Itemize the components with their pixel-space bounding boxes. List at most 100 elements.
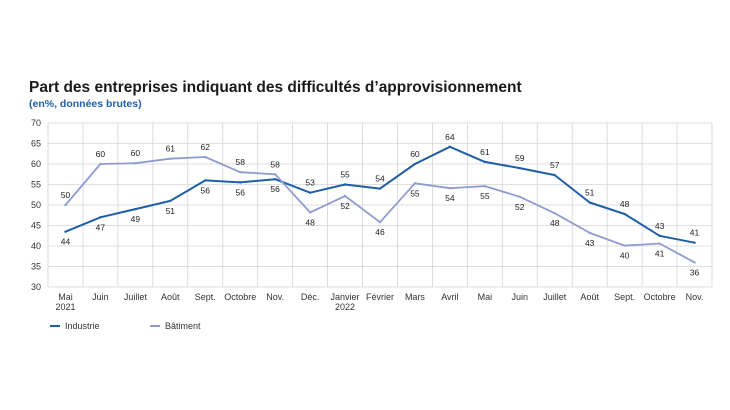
data-point: [169, 199, 172, 203]
data-label: 55: [480, 191, 490, 201]
data-point: [239, 171, 242, 174]
x-tick-label: Avril: [441, 292, 458, 302]
data-point: [483, 184, 487, 188]
data-point: [378, 221, 382, 224]
x-tick-label: Février: [366, 292, 394, 302]
data-label: 44: [61, 237, 71, 247]
x-tick-label: Juin: [512, 292, 529, 302]
data-label: 36: [690, 267, 700, 277]
data-label: 62: [201, 142, 211, 152]
x-tick-label: Août: [161, 292, 180, 302]
x-tick-label: Sept.: [195, 292, 216, 302]
data-point: [588, 201, 591, 204]
data-point: [204, 155, 207, 159]
x-tick-label: Nov.: [686, 292, 704, 302]
x-tick-label: Août: [580, 292, 599, 302]
x-tick-label: Janvier 2022: [331, 292, 360, 312]
data-label: 55: [340, 170, 350, 180]
y-tick-label: 35: [31, 262, 41, 272]
data-label: 53: [305, 178, 315, 188]
data-label: 49: [131, 214, 141, 224]
y-tick-label: 65: [31, 139, 41, 149]
data-point: [518, 166, 521, 170]
data-label: 52: [515, 202, 525, 212]
x-tick-label: Nov.: [266, 292, 284, 302]
data-label: 56: [235, 187, 245, 197]
data-label: 41: [690, 228, 700, 238]
data-point: [64, 203, 67, 207]
data-point: [553, 212, 556, 215]
data-label: 61: [166, 144, 176, 154]
x-tick-label: Octobre: [224, 292, 256, 302]
data-point: [308, 211, 312, 214]
data-label: 57: [550, 160, 560, 170]
data-point: [623, 212, 626, 216]
x-tick-label: Sept.: [614, 292, 635, 302]
data-point: [99, 162, 102, 166]
data-label: 60: [410, 149, 420, 159]
data-point: [658, 234, 661, 237]
data-label: 60: [96, 149, 106, 159]
y-tick-label: 30: [31, 282, 41, 292]
y-tick-label: 50: [31, 200, 41, 210]
data-label: 48: [305, 217, 315, 227]
data-point: [204, 179, 207, 182]
x-tick-label: Juin: [92, 292, 109, 302]
chart-subtitle: (en%, données brutes): [29, 98, 142, 110]
y-tick-label: 45: [31, 221, 41, 231]
data-point: [413, 182, 417, 185]
data-label: 56: [201, 185, 211, 195]
data-label: 61: [480, 147, 490, 157]
data-label: 58: [270, 159, 280, 169]
data-label: 46: [375, 227, 385, 237]
data-point: [169, 157, 172, 160]
data-point: [693, 261, 696, 264]
y-tick-label: 70: [31, 118, 41, 128]
data-label: 50: [61, 190, 71, 200]
data-label: 51: [585, 188, 595, 198]
x-tick-label: Mars: [405, 292, 425, 302]
chart-title: Part des entreprises indiquant des diffi…: [29, 79, 522, 96]
data-label: 55: [410, 188, 420, 198]
x-tick-label: Octobre: [644, 292, 676, 302]
data-label: 48: [550, 218, 560, 228]
data-point: [134, 161, 137, 165]
data-point: [378, 187, 382, 190]
data-label: 56: [270, 184, 280, 194]
x-tick-label: Déc.: [301, 292, 320, 302]
data-point: [483, 160, 487, 164]
data-label: 47: [96, 222, 106, 232]
data-label: 64: [445, 132, 455, 142]
data-point: [518, 195, 521, 198]
data-point: [99, 216, 102, 219]
data-point: [343, 194, 347, 198]
data-label: 51: [166, 206, 176, 216]
data-point: [343, 183, 347, 186]
data-label: 40: [620, 251, 630, 261]
legend-label: Industrie: [65, 321, 100, 331]
data-point: [413, 162, 417, 166]
data-point: [448, 186, 452, 190]
x-tick-label: Mai 2021: [55, 292, 75, 312]
data-label: 58: [235, 157, 245, 167]
gridlines: [47, 122, 713, 288]
data-point: [693, 241, 696, 244]
x-tick-label: Mai: [478, 292, 493, 302]
data-point: [623, 244, 626, 247]
y-tick-label: 55: [31, 180, 41, 190]
x-axis: Mai 2021 Juin Juillet Août Sept. Octobre Nov. Dé…: [55, 292, 703, 312]
y-tick-label: 40: [31, 241, 41, 251]
y-tick-label: 60: [31, 159, 41, 169]
legend-label: Bâtiment: [165, 321, 201, 331]
data-point: [134, 207, 137, 211]
x-tick-label: Juillet: [543, 292, 567, 302]
data-label: 59: [515, 153, 525, 163]
data-label: 60: [131, 148, 141, 158]
data-point: [273, 177, 277, 181]
data-point: [553, 173, 556, 177]
data-label: 52: [340, 201, 350, 211]
data-label: 43: [655, 221, 665, 231]
data-point: [64, 230, 67, 233]
data-point: [308, 191, 312, 194]
